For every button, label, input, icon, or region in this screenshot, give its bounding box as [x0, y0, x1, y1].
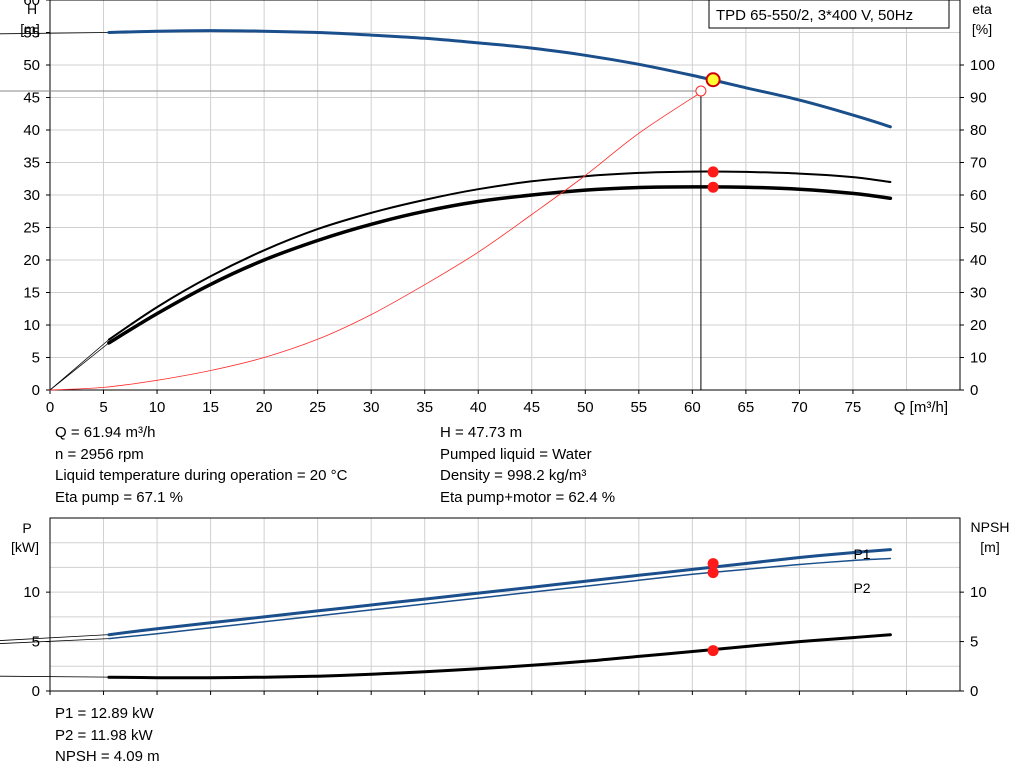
- y-right-tick-label: 90: [970, 90, 987, 107]
- curve-extension: [0, 638, 109, 644]
- series-label-p2: P2: [853, 580, 870, 596]
- y-right-axis-label: eta: [972, 1, 992, 17]
- info-line: Density = 998.2 kg/m³: [440, 467, 587, 484]
- info-line: Pumped liquid = Water: [440, 445, 592, 463]
- x-tick-label: 55: [630, 399, 647, 416]
- info-line: NPSH = 4.09 m: [55, 748, 160, 765]
- series-line-1: [107, 170, 892, 341]
- y-right-tick-label: 20: [970, 317, 987, 334]
- x-tick-label: 30: [363, 399, 380, 416]
- y-left-tick-label: 45: [23, 90, 40, 107]
- y-left-axis-label: H: [27, 1, 37, 17]
- y-left-axis-label: P: [22, 520, 31, 536]
- curve-extension: [0, 675, 109, 678]
- series-line-3: [49, 90, 704, 391]
- y-left-tick-label: 25: [23, 220, 40, 237]
- y-left-tick-label: 60: [23, 0, 40, 9]
- curve-extension: [49, 342, 110, 391]
- y-right-tick-label: 60: [970, 187, 987, 204]
- y-right-tick-label: 100: [970, 57, 995, 74]
- info-line: Eta pump+motor = 62.4 %: [440, 488, 616, 506]
- x-tick-label: 20: [256, 399, 273, 416]
- y-left-tick-label: 15: [23, 285, 40, 302]
- title-box: [708, 0, 950, 29]
- info-line: Eta pump = 67.1 %: [55, 488, 183, 506]
- x-tick-label: 25: [309, 399, 326, 416]
- y-right-tick-label: 0: [970, 382, 978, 399]
- y-left-tick-label: 55: [23, 25, 40, 42]
- curve-extension: [0, 634, 109, 641]
- y-left-tick-label: 20: [23, 252, 40, 269]
- x-tick-label: 70: [791, 399, 808, 416]
- y-right-tick-label: 80: [970, 122, 987, 139]
- plot-frame: [49, 517, 961, 692]
- x-tick-label: 60: [684, 399, 701, 416]
- y-left-tick-label: 10: [23, 584, 40, 601]
- operating-point-open-marker: [695, 85, 707, 97]
- y-left-tick-label: 5: [32, 350, 40, 367]
- series-line-p1: [107, 548, 892, 637]
- series-line-0: [107, 29, 892, 129]
- y-right-tick-label: 10: [970, 350, 987, 367]
- y-left-tick-label: 0: [32, 683, 40, 700]
- p2-marker: [707, 567, 719, 579]
- y-right-tick-label: 50: [970, 220, 987, 237]
- y-left-unit-label: [m]: [20, 21, 39, 37]
- curve-extension: [0, 32, 109, 35]
- npsh-marker: [707, 645, 719, 657]
- eta-marker: [707, 166, 719, 178]
- series-label-p1: P1: [853, 546, 870, 562]
- y-right-tick-label: 5: [970, 634, 978, 651]
- y-left-unit-label: [kW]: [11, 539, 39, 555]
- x-tick-label: 40: [470, 399, 487, 416]
- info-line: P2 = 11.98 kW: [55, 726, 153, 744]
- x-axis-label: Q [m³/h]: [894, 399, 948, 416]
- info-line: P1 = 12.89 kW: [55, 705, 154, 722]
- p1-marker: [707, 558, 719, 570]
- y-right-tick-label: 0: [970, 683, 978, 700]
- y-right-tick-label: 70: [970, 155, 987, 172]
- info-line: H = 47.73 m: [440, 424, 523, 441]
- x-tick-label: 0: [46, 399, 54, 416]
- info-line: Liquid temperature during operation = 20…: [55, 467, 348, 484]
- chart-title: TPD 65-550/2, 3*400 V, 50Hz: [716, 7, 913, 24]
- y-left-tick-label: 30: [23, 187, 40, 204]
- curve-extension: [49, 339, 110, 391]
- x-tick-label: 75: [845, 399, 862, 416]
- y-left-tick-label: 35: [23, 155, 40, 172]
- y-right-unit-label: [%]: [972, 21, 992, 37]
- y-right-tick-label: 30: [970, 285, 987, 302]
- x-tick-label: 65: [738, 399, 755, 416]
- series-line-p2: [108, 557, 892, 640]
- duty-point-marker: [705, 72, 721, 88]
- series-line-2: [107, 185, 893, 345]
- x-tick-label: 45: [523, 399, 540, 416]
- y-left-tick-label: 10: [23, 317, 40, 334]
- y-right-unit-label: [m]: [980, 539, 999, 555]
- series-line-npsh: [107, 633, 892, 680]
- info-line: n = 2956 rpm: [55, 445, 144, 463]
- x-tick-label: 50: [577, 399, 594, 416]
- y-right-tick-label: 40: [970, 252, 987, 269]
- y-right-tick-label: 10: [970, 584, 987, 601]
- y-left-tick-label: 40: [23, 122, 40, 139]
- x-tick-label: 35: [416, 399, 433, 416]
- eta-marker: [707, 181, 719, 193]
- info-line: Q = 61.94 m³/h: [55, 424, 156, 441]
- x-tick-label: 10: [149, 399, 166, 416]
- y-right-axis-label: NPSH: [971, 519, 1010, 535]
- y-left-tick-label: 50: [23, 57, 40, 74]
- x-tick-label: 15: [202, 399, 219, 416]
- x-tick-label: 5: [99, 399, 107, 416]
- y-left-tick-label: 0: [32, 382, 40, 399]
